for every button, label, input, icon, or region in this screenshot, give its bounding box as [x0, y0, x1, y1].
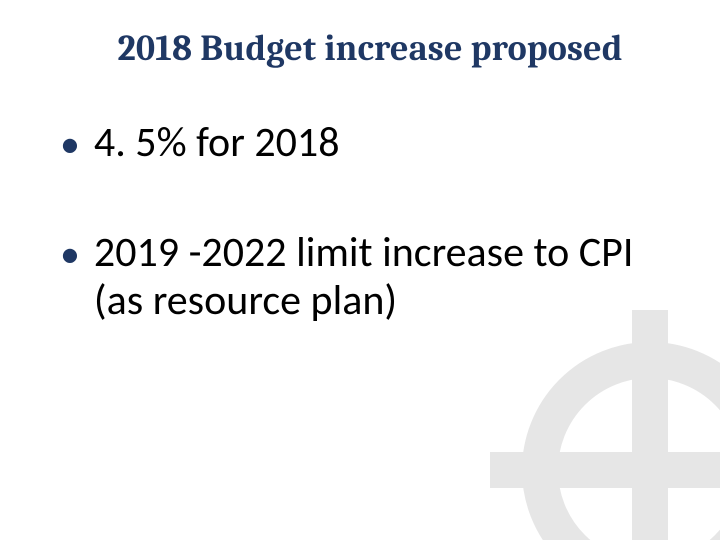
slide-body: • 4. 5% for 2018 • 2019 -2022 limit incr…	[60, 119, 680, 326]
cross-watermark-icon	[490, 310, 720, 540]
bullet-text: 2019 -2022 limit increase to CPI (as res…	[94, 229, 680, 326]
slide-title: 2018 Budget increase proposed	[60, 28, 680, 69]
bullet-icon: •	[60, 119, 80, 169]
bullet-icon: •	[60, 229, 80, 279]
bullet-text: 4. 5% for 2018	[94, 119, 680, 167]
list-item: • 4. 5% for 2018	[60, 119, 680, 169]
slide: 2018 Budget increase proposed • 4. 5% fo…	[0, 0, 720, 540]
list-item: • 2019 -2022 limit increase to CPI (as r…	[60, 229, 680, 326]
